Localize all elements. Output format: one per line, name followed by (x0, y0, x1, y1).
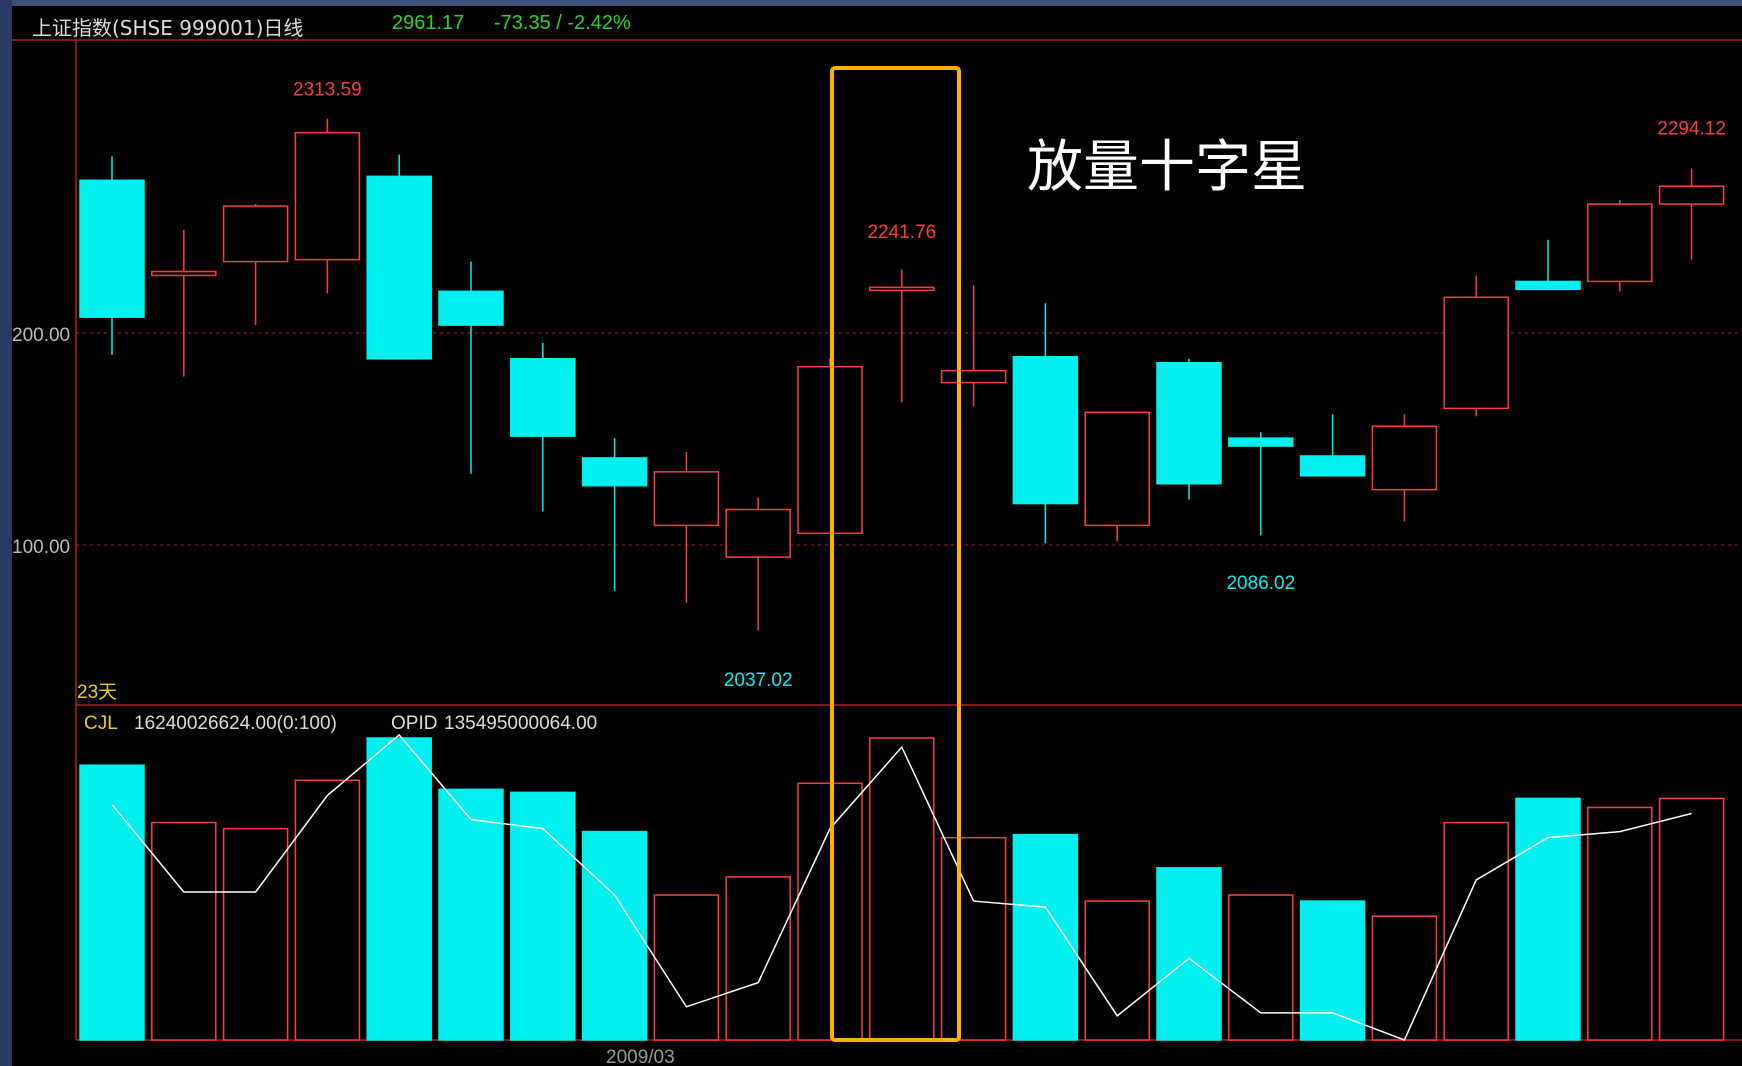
volume-bar (581, 830, 648, 1041)
volume-indicator-name: CJL (84, 713, 118, 734)
candlestick (1299, 414, 1366, 477)
candlestick (294, 118, 361, 294)
extreme-price-label: 2313.59 (293, 80, 362, 101)
candle-body (366, 175, 432, 360)
candlestick (366, 154, 432, 360)
volume-bar (940, 836, 1007, 1041)
candlestick (1515, 239, 1581, 291)
candlestick-series (79, 118, 1725, 631)
candlestick (151, 229, 217, 377)
volume-bar-series (79, 737, 1725, 1041)
candlestick (869, 269, 935, 403)
candle-body (1371, 425, 1438, 491)
candle-body (581, 457, 648, 487)
candlestick (510, 342, 576, 512)
doji-highlight-box (830, 66, 961, 1042)
candle-body (510, 358, 576, 437)
candle-body (79, 179, 145, 318)
candlestick (1658, 168, 1725, 260)
candle-body (294, 131, 361, 261)
candle-body (1299, 455, 1366, 477)
candlestick (1084, 411, 1150, 542)
candle-body (1228, 437, 1294, 447)
extreme-price-labels: 2313.59 2241.76 2294.12 2037.02 2086.02 (293, 80, 1726, 692)
chart-title: 上证指数(SHSE 999001)日线 (32, 16, 304, 40)
candlestick (940, 285, 1007, 407)
volume-bar (653, 894, 720, 1041)
volume-bar (294, 779, 361, 1041)
candlestick (581, 438, 648, 591)
volume-bar (366, 737, 432, 1041)
candlestick (1587, 200, 1653, 292)
opid-value: 135495000064.00 (444, 713, 597, 734)
last-price: 2961.17 (392, 12, 465, 34)
volume-bar (151, 821, 217, 1041)
candlestick (1443, 275, 1509, 417)
price-tick-100: 100.00 (12, 537, 70, 558)
candlestick (438, 261, 504, 474)
candlestick (1228, 432, 1294, 536)
candlestick (79, 156, 145, 355)
period-label: 23天 (77, 682, 117, 703)
volume-bar (1443, 821, 1509, 1041)
candle-body (1658, 185, 1725, 205)
candlestick (1371, 414, 1438, 522)
volume-bar (1587, 806, 1653, 1041)
candle-body (1515, 280, 1581, 291)
volume-bar (1371, 915, 1438, 1041)
candle-body (1156, 362, 1222, 485)
volume-bar (438, 788, 504, 1041)
window-left-border (0, 0, 12, 1066)
volume-bar (725, 876, 791, 1041)
volume-bar (1156, 867, 1222, 1041)
price-tick-200: 200.00 (12, 325, 70, 346)
candlestick (653, 452, 720, 603)
candle-body (725, 508, 791, 558)
candle-body (653, 471, 720, 527)
candlestick (222, 204, 289, 326)
opid-label: OPID (391, 713, 437, 734)
volume-ma-line (111, 733, 1692, 1041)
candle-body (940, 369, 1007, 384)
annotation-label: 放量十字星 (1027, 135, 1307, 198)
volume-bar (222, 827, 289, 1041)
candlestick (725, 497, 791, 631)
price-change: -73.35 / -2.42% (494, 12, 631, 34)
volume-bar (869, 737, 935, 1041)
candle-body (438, 290, 504, 326)
candle-body (1012, 356, 1079, 505)
candle-body (1443, 296, 1509, 410)
candle-body (869, 286, 935, 292)
candle-body (1587, 203, 1653, 283)
extreme-price-label: 2294.12 (1657, 118, 1726, 139)
volume-bar (1012, 833, 1079, 1041)
candle-body (222, 205, 289, 263)
volume-bar (1658, 797, 1725, 1041)
candle-body (1084, 411, 1150, 527)
volume-bar (1228, 894, 1294, 1041)
volume-bar (1299, 900, 1366, 1041)
volume-bar (510, 791, 576, 1041)
extreme-price-label: 2037.02 (724, 670, 793, 691)
window-top-border (0, 0, 1742, 6)
x-axis-date-label: 2009/03 (606, 1047, 675, 1066)
extreme-price-label: 2086.02 (1226, 573, 1295, 594)
extreme-price-label: 2241.76 (867, 222, 936, 243)
volume-bar (79, 764, 145, 1041)
volume-value: 16240026624.00(0:100) (134, 713, 337, 734)
volume-bar (1515, 797, 1581, 1041)
candlestick (1156, 358, 1222, 500)
volume-bar (1084, 900, 1150, 1041)
candlestick (1012, 303, 1079, 544)
candle-body (151, 270, 217, 277)
